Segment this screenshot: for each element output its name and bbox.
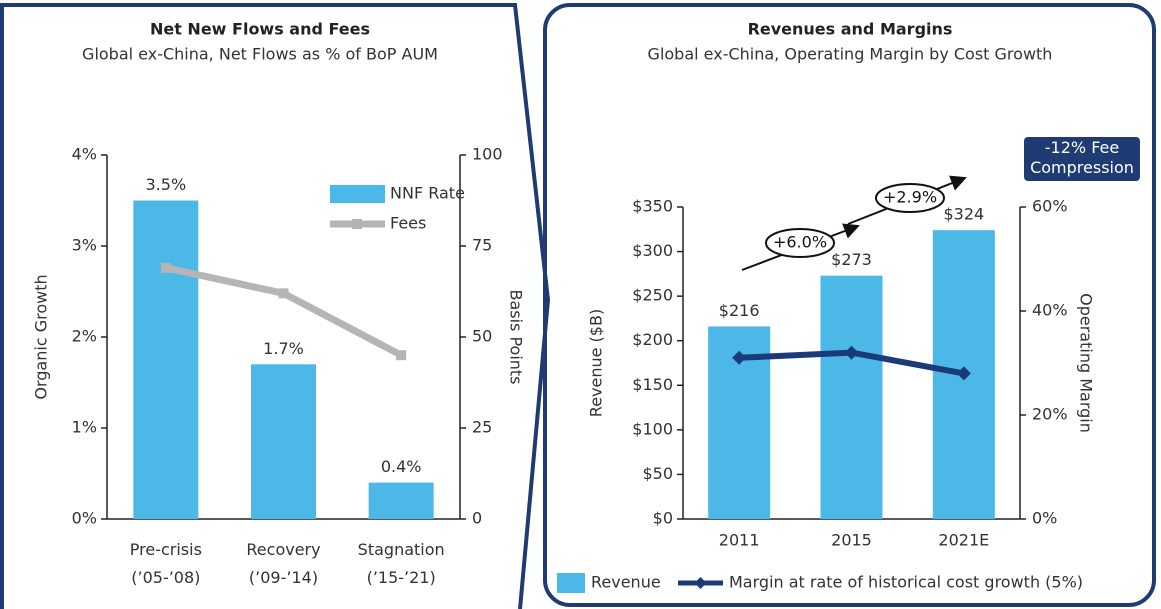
annotation: +2.9%	[883, 188, 937, 207]
y2-tick-label: 40%	[1032, 301, 1068, 320]
y-tick-label: $50	[642, 464, 673, 483]
data-label: 3.5%	[146, 175, 187, 194]
bar	[820, 275, 883, 519]
text-line: -12% Fee	[1045, 138, 1119, 157]
annotation: -12% Fee Compression	[1030, 138, 1134, 177]
chart-title: Net New Flows and Fees	[150, 20, 370, 39]
y-tick-label: $100	[632, 419, 673, 438]
y-tick-label: 4%	[72, 145, 97, 164]
text-line: (’05-’08)	[131, 568, 200, 587]
y-tick-label: $0	[653, 509, 673, 528]
y-axis-label: Revenue ($B)	[587, 309, 606, 417]
x-tick-label: Recovery (’09-’14)	[246, 540, 320, 587]
x-tick-label: 2015	[831, 531, 872, 550]
y2-tick-label: 75	[472, 236, 492, 255]
x-tick-label: 2021E	[938, 531, 989, 550]
right-panel	[543, 3, 1156, 607]
chart-subtitle: Global ex-China, Operating Margin by Cos…	[648, 45, 1053, 64]
data-label: $273	[831, 250, 872, 269]
annotation-box	[1024, 137, 1140, 181]
bar	[251, 364, 316, 519]
y-tick-label: 2%	[72, 327, 97, 346]
y2-tick-label: 100	[472, 145, 503, 164]
legend-swatch	[330, 185, 385, 203]
data-label: $324	[943, 205, 984, 224]
legend-label: Margin at rate of historical cost growth…	[729, 573, 1083, 592]
x-tick-label: 2011	[719, 531, 760, 550]
marker	[278, 288, 289, 299]
y-tick-label: 1%	[72, 418, 97, 437]
chart-subtitle: Global ex-China, Net Flows as % of BoP A…	[82, 45, 438, 64]
text-line: Pre-crisis	[130, 540, 202, 559]
y-axis-label: Organic Growth	[32, 274, 51, 399]
chart-title: Revenues and Margins	[748, 20, 953, 39]
marker	[732, 350, 747, 365]
left-panel	[0, 3, 551, 609]
y-tick-label: $350	[632, 197, 673, 216]
legend-label: NNF Rate	[390, 184, 465, 203]
text-line: Recovery	[246, 540, 320, 559]
legend-label: Revenue	[591, 573, 661, 592]
text-line: (’15-’21)	[367, 568, 436, 587]
marker	[844, 345, 859, 360]
marker	[396, 350, 407, 361]
annotation: +6.0%	[773, 233, 827, 252]
bar	[368, 482, 434, 519]
legend-marker	[694, 577, 707, 589]
text-line: Stagnation	[358, 540, 445, 559]
text-line: (’09-’14)	[249, 568, 318, 587]
y2-axis-label: Basis Points	[507, 289, 526, 384]
y2-axis-label: Operating Margin	[1077, 293, 1096, 433]
text-line: Compression	[1030, 158, 1134, 177]
y2-tick-label: 25	[472, 418, 492, 437]
y-tick-label: $200	[632, 330, 673, 349]
x-tick-label: Stagnation (’15-’21)	[358, 540, 445, 587]
legend-swatch	[557, 573, 585, 593]
y-tick-label: $300	[632, 241, 673, 260]
data-label: $216	[719, 301, 760, 320]
y-tick-label: $250	[632, 286, 673, 305]
y-tick-label: $150	[632, 375, 673, 394]
y-tick-label: 3%	[72, 236, 97, 255]
y2-tick-label: 0	[472, 509, 482, 528]
x-tick-label: Pre-crisis (’05-’08)	[130, 540, 202, 587]
y2-tick-label: 50	[472, 327, 492, 346]
y2-tick-label: 0%	[1032, 509, 1057, 528]
annotation-ring	[875, 183, 945, 213]
y-tick-label: 0%	[72, 509, 97, 528]
y2-tick-label: 20%	[1032, 405, 1068, 424]
y2-tick-label: 60%	[1032, 197, 1068, 216]
data-label: 0.4%	[381, 457, 422, 476]
annotation-ring	[765, 228, 835, 258]
legend-marker	[352, 219, 362, 229]
marker	[956, 366, 971, 381]
legend-label: Fees	[390, 214, 426, 233]
bar	[133, 200, 199, 519]
data-label: 1.7%	[263, 339, 304, 358]
marker	[160, 262, 171, 273]
